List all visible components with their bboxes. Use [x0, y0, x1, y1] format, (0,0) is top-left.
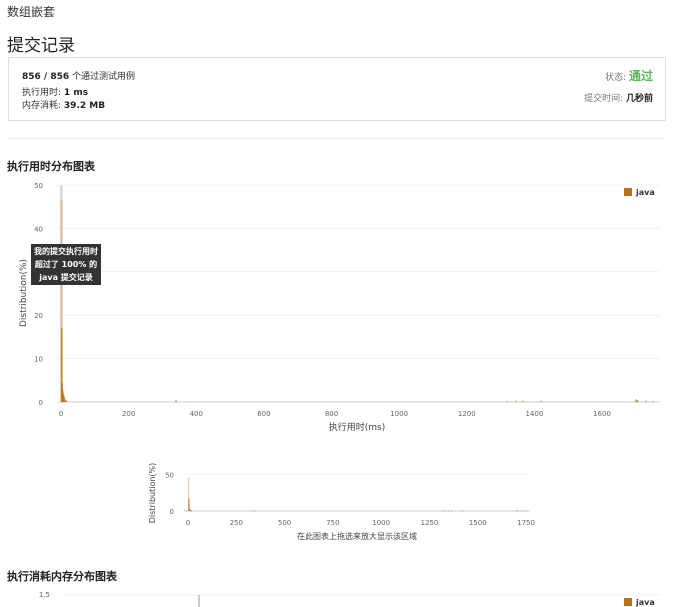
x-tick-label: 1200	[458, 410, 476, 418]
runtime-chart-title: 执行用时分布图表	[7, 160, 95, 173]
x-tick-label: 0	[186, 519, 190, 527]
x-tick-label: 500	[278, 519, 291, 527]
passed-count: 856 / 856	[22, 72, 70, 82]
bar	[60, 200, 63, 402]
y-tick-label: 50	[165, 471, 174, 479]
testcases-passed: 856 / 856 个通过测试用例	[22, 69, 135, 82]
x-tick-label: 800	[325, 410, 338, 418]
x-tick-label: 1000	[372, 519, 390, 527]
bar	[65, 400, 68, 402]
memory-value: 39.2 MB	[63, 101, 106, 111]
runtime-value: 1 ms	[63, 88, 89, 98]
y-tick-label: 50	[34, 182, 43, 190]
legend-java[interactable]: java	[624, 188, 655, 197]
legend-swatch-icon	[624, 598, 632, 606]
navigator-bar	[190, 510, 192, 512]
submitted-value: 几秒前	[625, 94, 653, 104]
x-tick-label: 1600	[593, 410, 611, 418]
navigator-bar	[443, 510, 444, 512]
bar	[64, 399, 67, 402]
y-tick-label: 10	[34, 356, 43, 364]
status-label: 状态:	[605, 73, 627, 83]
x-tick-label: 750	[326, 519, 339, 527]
x-tick-label: 1400	[525, 410, 543, 418]
bar	[506, 401, 509, 402]
status-badge: 通过	[628, 69, 653, 83]
navigator-bar	[517, 510, 519, 512]
memory-distribution-chart[interactable]: 1.5	[0, 585, 680, 607]
x-tick-label: 1750	[517, 519, 535, 527]
tooltip-line: java 提交记录	[39, 273, 93, 282]
submission-summary-card: 856 / 856 个通过测试用例 执行用时: 1 ms 内存消耗: 39.2 …	[8, 57, 666, 121]
x-tick-label: 1000	[390, 410, 408, 418]
memory-chart-title: 执行消耗内存分布图表	[7, 570, 117, 583]
y-tick-label: 1.5	[39, 591, 50, 599]
runtime-label: 执行用时:	[22, 88, 62, 98]
memory-legend-java[interactable]: java	[624, 598, 655, 607]
navigator-bar	[188, 476, 190, 511]
navigator-bar	[462, 510, 464, 512]
breadcrumb[interactable]: 数组嵌套	[7, 5, 56, 19]
navigator-bar	[191, 510, 193, 512]
bar	[645, 400, 647, 402]
navigator-bar	[189, 510, 191, 511]
navigator-bar	[188, 498, 190, 511]
navigator-bar	[253, 510, 255, 512]
y-tick-label: 40	[34, 225, 43, 233]
navigator-bar	[526, 510, 528, 512]
x-tick-label: 0	[59, 410, 63, 418]
tooltip-line: 我的提交执行用时	[34, 247, 98, 256]
x-tick-label: 200	[122, 410, 135, 418]
legend-label: java	[636, 188, 655, 197]
x-tick-label: 1500	[469, 519, 487, 527]
y-axis-title: Distribution(%)	[148, 463, 157, 524]
x-tick-label: 1250	[421, 519, 439, 527]
x-tick-label: 600	[257, 410, 270, 418]
bar	[515, 400, 517, 402]
x-axis-title: 执行用时(ms)	[329, 421, 385, 433]
bar	[635, 399, 637, 402]
navigator-bar	[522, 510, 524, 512]
submitted-time: 提交时间: 几秒前	[584, 91, 653, 104]
tooltip-line: 超过了 100% 的	[34, 260, 98, 269]
submitted-label: 提交时间:	[584, 94, 624, 104]
x-tick-label: 250	[230, 519, 243, 527]
memory: 内存消耗: 39.2 MB	[22, 98, 105, 111]
bar	[63, 397, 66, 402]
navigator-bar	[516, 510, 518, 512]
navigator-bar	[451, 510, 453, 512]
tooltip: 我的提交执行用时 超过了 100% 的 java 提交记录	[31, 244, 101, 285]
bar	[61, 328, 63, 402]
bar	[521, 400, 524, 402]
bar	[636, 400, 639, 402]
legend-swatch-icon	[624, 188, 632, 196]
x-tick-label: 400	[190, 410, 203, 418]
y-tick-label: 0	[39, 399, 43, 407]
y-axis-title: Distribution(%)	[19, 259, 29, 327]
runtime: 执行用时: 1 ms	[22, 85, 88, 98]
legend-label: java	[636, 598, 655, 607]
memory-label: 内存消耗:	[22, 101, 62, 111]
bar	[540, 400, 542, 402]
navigator-hint: 在此图表上拖选来放大显示该区域	[297, 531, 417, 541]
page-title: 提交记录	[7, 36, 75, 56]
bar	[175, 400, 177, 402]
y-tick-label: 20	[34, 312, 43, 320]
y-tick-label: 0	[170, 508, 174, 516]
passed-suffix: 个通过测试用例	[72, 72, 136, 82]
runtime-distribution-chart[interactable]: 0102030405002004006008001000120014001600…	[0, 175, 680, 440]
divider	[8, 138, 666, 139]
status: 状态: 通过	[605, 67, 653, 84]
navigator-bar	[447, 510, 449, 512]
bar	[652, 401, 654, 402]
